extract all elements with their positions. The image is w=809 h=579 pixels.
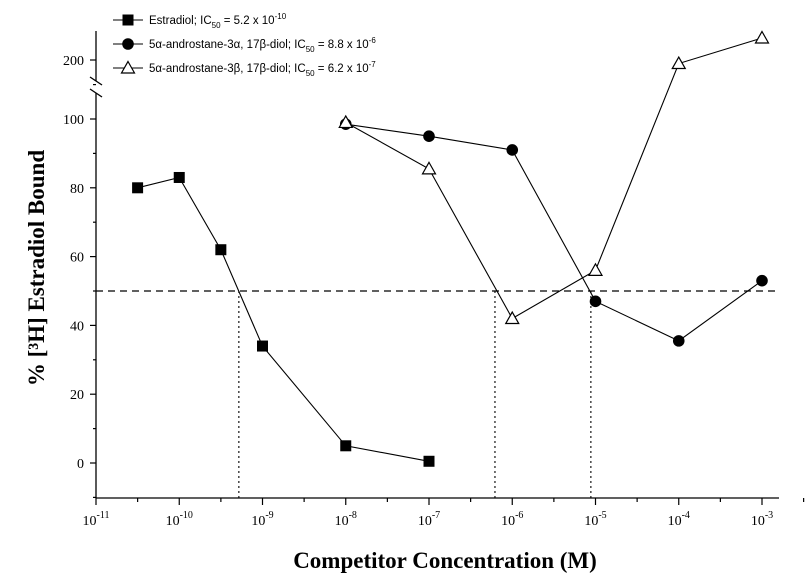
data-point <box>421 161 437 175</box>
legend-entry-2: 5α-androstane-3α, 17β-diol; IC50 = 8.8 x… <box>113 36 376 54</box>
y-tick-label: 100 <box>63 113 84 128</box>
series-layer <box>132 30 770 467</box>
y-tick-label: 80 <box>70 182 84 197</box>
legend-entry-3: 5α-androstane-3β, 17β-diol; IC50 = 6.2 x… <box>113 60 376 78</box>
y-axis-break-mark <box>89 88 103 98</box>
y-tick-label: 200 <box>63 54 84 69</box>
series-line <box>345 123 763 342</box>
x-tick-label: 10-3 <box>751 510 773 529</box>
x-tick-label: 10-5 <box>584 510 606 529</box>
data-point <box>756 274 768 287</box>
data-point <box>215 244 227 256</box>
ic50-reference-lines <box>96 290 779 498</box>
y-tick-label: 0 <box>77 457 84 472</box>
data-point <box>340 440 352 452</box>
data-point <box>671 55 687 70</box>
x-axis-title: Competitor Concentration (M) <box>293 548 597 573</box>
series-line <box>345 37 763 320</box>
series-line <box>137 176 430 462</box>
series-2 <box>339 118 768 347</box>
data-point <box>506 144 519 156</box>
legend-label: 5α-androstane-3α, 17β-diol; IC50 = 8.8 x… <box>149 36 376 54</box>
series-3 <box>338 30 770 325</box>
data-point <box>257 340 268 352</box>
legend: Estradiol; IC50 = 5.2 x 10-10 5α-androsta… <box>113 12 376 78</box>
legend-entry-1: Estradiol; IC50 = 5.2 x 10-10 <box>113 12 287 30</box>
data-point <box>173 171 185 183</box>
y-tick-label: 40 <box>70 319 84 334</box>
legend-label: Estradiol; IC50 = 5.2 x 10-10 <box>149 12 287 30</box>
series-1 <box>132 171 435 467</box>
legend-marker <box>122 38 134 50</box>
x-tick-label: 10-10 <box>166 510 193 529</box>
x-tick-label: 10-11 <box>83 510 110 529</box>
x-tick-label: 10-6 <box>501 510 523 529</box>
x-tick-label: 10-4 <box>668 510 690 529</box>
x-tick-label: 10-9 <box>251 510 273 529</box>
legend-marker <box>122 14 134 26</box>
x-tick-label: 10-7 <box>418 510 440 529</box>
axes: 0 20 40 60 80 100 200 10-11 10-10 10-9 10-8 10-7 10-… <box>63 31 805 529</box>
data-point <box>754 30 770 44</box>
data-point <box>587 262 604 276</box>
data-point <box>423 130 435 142</box>
y-axis-break-mark <box>89 76 103 86</box>
data-point <box>672 335 685 347</box>
legend-marker <box>120 60 136 74</box>
data-point <box>504 310 520 325</box>
data-point <box>423 455 435 467</box>
data-point <box>589 295 602 308</box>
y-axis-title: % [³H] Estradiol Bound <box>24 150 49 387</box>
y-tick-label: 20 <box>70 388 84 403</box>
data-point <box>338 114 354 129</box>
y-tick-label: 60 <box>70 251 84 266</box>
legend-label: 5α-androstane-3β, 17β-diol; IC50 = 6.2 x… <box>149 60 376 78</box>
x-tick-label: 10-8 <box>335 510 357 529</box>
data-point <box>132 182 144 194</box>
